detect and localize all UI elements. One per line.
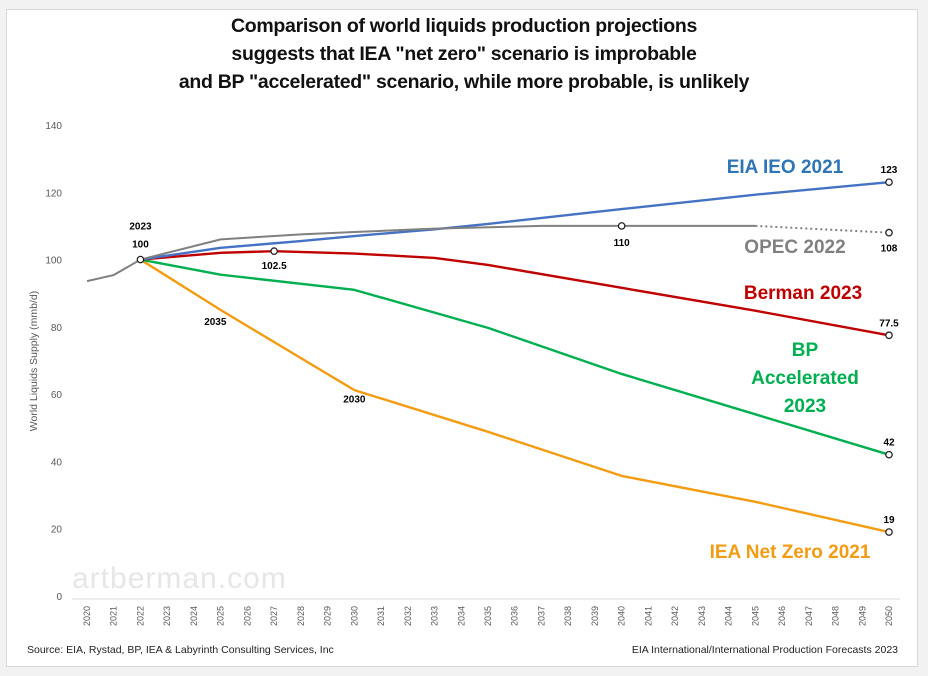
x-tick-label: 2048 bbox=[831, 606, 841, 626]
x-axis-ticks: 2020 2021 2022 2023 2024 2025 2026 2027 2028 2029… bbox=[82, 606, 894, 626]
x-tick-label: 2040 bbox=[617, 606, 627, 626]
marker-value-label: 100 bbox=[132, 240, 149, 251]
series-label: BP bbox=[792, 340, 819, 361]
x-tick-label: 2036 bbox=[510, 606, 520, 626]
y-tick-label: 20 bbox=[51, 525, 63, 536]
data-marker bbox=[136, 255, 145, 264]
y-axis-ticks: 0 20 40 60 80 100 120 140 bbox=[45, 121, 62, 603]
marker-value-label: 108 bbox=[881, 244, 898, 255]
x-tick-label: 2028 bbox=[296, 606, 306, 626]
series-line-iea-net-zero-2021 bbox=[139, 258, 890, 534]
series-label: EIA IEO 2021 bbox=[727, 157, 844, 178]
y-tick-label: 140 bbox=[45, 121, 62, 132]
series-label: OPEC 2022 bbox=[744, 237, 845, 258]
year-annotation: 2035 bbox=[204, 317, 227, 328]
x-tick-label: 2020 bbox=[82, 606, 92, 626]
x-tick-label: 2050 bbox=[884, 606, 894, 626]
source-note: Source: EIA, Rystad, BP, IEA & Labyrinth… bbox=[27, 644, 334, 656]
x-tick-label: 2034 bbox=[456, 606, 466, 626]
annotations: 2035 2030 bbox=[204, 317, 366, 405]
x-tick-label: 2046 bbox=[777, 606, 787, 626]
x-tick-label: 2021 bbox=[109, 606, 119, 626]
x-tick-label: 2042 bbox=[670, 606, 680, 626]
x-tick-label: 2039 bbox=[590, 606, 600, 626]
title-line-2: suggests that IEA "net zero" scenario is… bbox=[231, 43, 697, 65]
series-label: Accelerated bbox=[751, 368, 859, 389]
marker-value-label: 77.5 bbox=[879, 318, 899, 329]
watermark: artberman.com bbox=[72, 562, 287, 595]
series-label: 2023 bbox=[784, 396, 826, 417]
x-tick-label: 2029 bbox=[323, 606, 333, 626]
y-tick-label: 120 bbox=[45, 188, 62, 199]
data-marker bbox=[885, 228, 893, 237]
data-marker bbox=[885, 178, 893, 187]
data-marker bbox=[885, 331, 893, 340]
y-axis-label: World Liquids Supply (mmb/d) bbox=[28, 291, 40, 431]
marker-value-label: 123 bbox=[881, 165, 898, 176]
chart-frame bbox=[6, 9, 918, 667]
x-tick-label: 2038 bbox=[563, 606, 573, 626]
data-marker bbox=[885, 450, 893, 459]
x-tick-label: 2044 bbox=[724, 606, 734, 626]
y-tick-label: 60 bbox=[51, 390, 63, 401]
x-tick-label: 2030 bbox=[349, 606, 359, 626]
x-tick-label: 2035 bbox=[483, 606, 493, 626]
y-tick-label: 0 bbox=[56, 592, 62, 603]
x-tick-label: 2049 bbox=[857, 606, 867, 626]
series-line-opec-2022 bbox=[86, 224, 756, 283]
x-tick-label: 2043 bbox=[697, 606, 707, 626]
marker-year-label: 2023 bbox=[129, 222, 152, 233]
series-line-berman-2023 bbox=[140, 249, 890, 337]
series-labels: EIA IEO 2021 OPEC 2022 Berman 2023 BP Accele… bbox=[710, 157, 871, 563]
year-annotation: 2030 bbox=[343, 395, 366, 406]
y-tick-label: 80 bbox=[51, 323, 63, 334]
chart-title: Comparison of world liquids production p… bbox=[0, 12, 928, 96]
marker-value-label: 42 bbox=[883, 438, 895, 449]
x-tick-label: 2023 bbox=[162, 606, 172, 626]
data-marker bbox=[885, 528, 893, 536]
marker-value-label: 19 bbox=[883, 515, 895, 526]
x-tick-label: 2033 bbox=[430, 606, 440, 626]
x-tick-label: 2024 bbox=[189, 606, 199, 626]
x-tick-label: 2031 bbox=[376, 606, 386, 626]
data-markers: 100 2023 102.5 110 123 108 77.5 42 19 bbox=[129, 165, 899, 536]
x-tick-label: 2037 bbox=[536, 606, 546, 626]
x-tick-label: 2026 bbox=[242, 606, 252, 626]
y-tick-label: 100 bbox=[45, 256, 62, 267]
title-line-1: Comparison of world liquids production p… bbox=[231, 15, 697, 37]
series-lines bbox=[86, 180, 890, 534]
title-line-3: and BP "accelerated" scenario, while mor… bbox=[178, 71, 750, 93]
x-tick-label: 2047 bbox=[804, 606, 814, 626]
series-line-opec-2022-projection bbox=[755, 224, 890, 234]
data-marker bbox=[270, 247, 278, 256]
x-tick-label: 2045 bbox=[750, 606, 760, 626]
x-tick-label: 2032 bbox=[403, 606, 413, 626]
series-line-bp-accelerated-2023 bbox=[140, 258, 890, 456]
x-tick-label: 2041 bbox=[643, 606, 653, 626]
series-label: IEA Net Zero 2021 bbox=[710, 542, 871, 563]
credit-note: EIA International/International Producti… bbox=[631, 644, 898, 656]
x-tick-label: 2025 bbox=[216, 606, 226, 626]
x-tick-label: 2027 bbox=[269, 606, 279, 626]
series-label: Berman 2023 bbox=[744, 283, 862, 304]
y-tick-label: 40 bbox=[51, 457, 63, 468]
marker-value-label: 110 bbox=[614, 238, 631, 249]
x-tick-label: 2022 bbox=[135, 606, 145, 626]
marker-value-label: 102.5 bbox=[262, 261, 287, 272]
data-marker bbox=[617, 222, 626, 230]
